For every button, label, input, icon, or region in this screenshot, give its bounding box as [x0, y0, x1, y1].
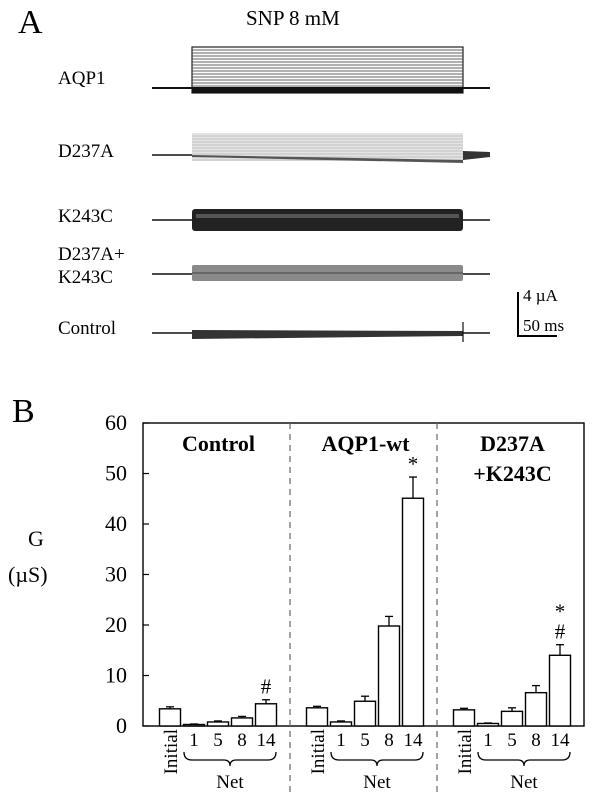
trace-aqp1 — [152, 46, 490, 94]
trace-control — [152, 322, 490, 342]
scale-current-label: 4 µA — [523, 286, 558, 305]
trace-label-d237a: D237A — [58, 141, 114, 162]
category-label: 8 — [384, 730, 394, 751]
group-title: Control — [182, 431, 255, 456]
significance-mark: # — [555, 620, 566, 644]
category-label: 14 — [257, 730, 277, 751]
bar — [524, 691, 548, 727]
significance-mark: * — [555, 600, 566, 624]
group-title: AQP1-wt — [322, 431, 411, 456]
category-label: 5 — [507, 730, 517, 751]
category-label: 5 — [360, 730, 370, 751]
bar — [500, 710, 524, 727]
net-label: Net — [510, 772, 538, 793]
y-tick-label: 30 — [105, 562, 127, 587]
trace-d237a — [152, 133, 490, 163]
scale-bar — [517, 292, 557, 337]
y-tick-label: 60 — [105, 410, 127, 435]
net-label: Net — [216, 772, 244, 793]
bar — [377, 625, 401, 727]
y-axis-label-g: G — [28, 526, 44, 551]
group-title: +K243C — [473, 461, 552, 486]
category-label: 8 — [237, 730, 247, 751]
category-label: 1 — [336, 730, 346, 751]
net-brace — [330, 751, 424, 767]
category-label: 5 — [213, 730, 223, 751]
current-traces — [152, 46, 557, 342]
y-tick-label: 40 — [105, 511, 127, 536]
bar — [476, 722, 500, 727]
bar — [305, 707, 329, 727]
trace-d237a-k243c — [152, 265, 490, 281]
group-title: D237A — [480, 431, 545, 456]
bar — [254, 703, 278, 727]
category-label: Initial — [455, 729, 476, 774]
category-label: 1 — [483, 730, 493, 751]
trace-label-k243c: K243C — [58, 206, 113, 227]
y-tick-label: 0 — [116, 713, 127, 738]
bar — [401, 497, 425, 727]
category-label: 1 — [189, 730, 199, 751]
panel-b-letter: B — [12, 393, 35, 430]
trace-label-d237a-k243c: D237A+ K243C — [58, 244, 125, 288]
net-brace — [477, 751, 571, 767]
bar — [353, 700, 377, 727]
y-tick-label: 10 — [105, 663, 127, 688]
panel-a-title: SNP 8 mM — [246, 6, 340, 30]
bar — [548, 654, 572, 727]
category-label: 14 — [551, 730, 571, 751]
trace-label-control: Control — [58, 318, 117, 339]
y-tick-label: 50 — [105, 461, 127, 486]
significance-mark: * — [408, 452, 419, 476]
category-label: Initial — [161, 729, 182, 774]
y-axis-label-unit: (µS) — [8, 562, 48, 587]
bar — [329, 721, 353, 727]
bar — [452, 709, 476, 727]
bar — [182, 723, 206, 727]
significance-mark: # — [261, 675, 272, 699]
category-label: 14 — [404, 730, 424, 751]
panel-a-letter: A — [18, 4, 43, 41]
trace-label-aqp1: AQP1 — [58, 68, 106, 89]
net-label: Net — [363, 772, 391, 793]
bar — [230, 717, 254, 727]
bar — [158, 708, 182, 727]
bar — [206, 721, 230, 727]
trace-k243c — [152, 209, 490, 231]
scale-time-label: 50 ms — [523, 316, 565, 335]
net-brace — [183, 751, 277, 767]
y-tick-label: 20 — [105, 612, 127, 637]
category-label: Initial — [308, 729, 329, 774]
category-label: 8 — [531, 730, 541, 751]
